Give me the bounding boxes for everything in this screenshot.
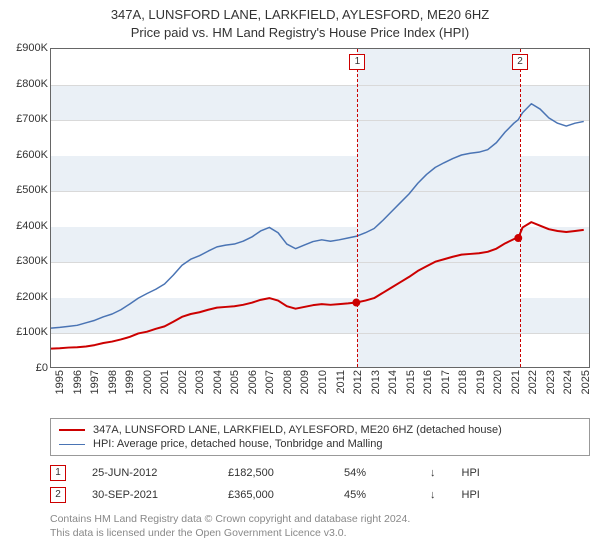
y-tick-label: £300K [16,255,48,267]
x-tick-label: 2005 [229,370,241,394]
x-tick-label: 2011 [335,370,347,394]
x-tick-label: 1996 [72,370,84,394]
footer-line-2: This data is licensed under the Open Gov… [50,526,590,540]
chart-title-block: 347A, LUNSFORD LANE, LARKFIELD, AYLESFOR… [0,0,600,42]
legend-row-hpi: HPI: Average price, detached house, Tonb… [59,437,581,451]
x-tick-label: 2022 [527,370,539,394]
chart-title-address: 347A, LUNSFORD LANE, LARKFIELD, AYLESFOR… [0,6,600,24]
x-tick-label: 2025 [580,370,592,394]
line-series-svg [51,49,589,367]
x-tick-label: 2007 [264,370,276,394]
x-tick-label: 2024 [562,370,574,394]
y-tick-label: £0 [36,362,48,374]
sale-marker-2: 2 [50,487,66,503]
plot-area [50,48,590,368]
x-tick-label: 2004 [212,370,224,394]
sale-price-2: £365,000 [228,489,318,501]
footer-line-1: Contains HM Land Registry data © Crown c… [50,512,590,526]
license-footer: Contains HM Land Registry data © Crown c… [50,512,590,540]
sale-date-1: 25-JUN-2012 [92,467,202,479]
legend-row-property: 347A, LUNSFORD LANE, LARKFIELD, AYLESFOR… [59,423,581,437]
x-tick-label: 2017 [440,370,452,394]
sale-vs-hpi-label-2: HPI [462,489,480,501]
legend-swatch-property [59,429,85,431]
y-tick-label: £600K [16,149,48,161]
down-arrow-icon [430,467,436,479]
sale-vs-hpi-label-1: HPI [462,467,480,479]
y-tick-label: £200K [16,291,48,303]
sale-marker-flag: 1 [349,54,365,70]
legend-label-hpi: HPI: Average price, detached house, Tonb… [93,438,382,450]
x-tick-label: 1997 [89,370,101,394]
legend: 347A, LUNSFORD LANE, LARKFIELD, AYLESFOR… [50,418,590,456]
x-tick-label: 2019 [475,370,487,394]
sale-pct-1: 54% [344,467,404,479]
x-tick-label: 2016 [422,370,434,394]
price-vs-hpi-chart: 347A, LUNSFORD LANE, LARKFIELD, AYLESFOR… [0,0,600,560]
x-tick-label: 2010 [317,370,329,394]
x-tick-label: 1995 [54,370,66,394]
chart-title-subtitle: Price paid vs. HM Land Registry's House … [0,24,600,42]
x-tick-label: 2009 [299,370,311,394]
sale-pct-2: 45% [344,489,404,501]
x-tick-label: 2018 [457,370,469,394]
x-tick-label: 2020 [492,370,504,394]
x-tick-label: 2023 [545,370,557,394]
y-tick-label: £400K [16,220,48,232]
x-tick-label: 2000 [142,370,154,394]
sale-datapoints-table: 1 25-JUN-2012 £182,500 54% HPI 2 30-SEP-… [50,462,590,506]
x-tick-label: 2006 [247,370,259,394]
sale-marker-flag: 2 [512,54,528,70]
sale-marker-1: 1 [50,465,66,481]
y-tick-label: £900K [16,42,48,54]
sale-date-2: 30-SEP-2021 [92,489,202,501]
x-tick-label: 2012 [352,370,364,394]
y-tick-label: £500K [16,184,48,196]
x-tick-label: 2003 [194,370,206,394]
sale-row-1: 1 25-JUN-2012 £182,500 54% HPI [50,462,590,484]
x-tick-label: 1998 [107,370,119,394]
legend-swatch-hpi [59,444,85,445]
x-tick-label: 2013 [370,370,382,394]
sale-row-2: 2 30-SEP-2021 £365,000 45% HPI [50,484,590,506]
x-tick-label: 2002 [177,370,189,394]
sale-price-1: £182,500 [228,467,318,479]
x-tick-label: 1999 [124,370,136,394]
y-tick-label: £800K [16,78,48,90]
x-tick-label: 2008 [282,370,294,394]
x-tick-label: 2015 [405,370,417,394]
x-tick-label: 2001 [159,370,171,394]
legend-label-property: 347A, LUNSFORD LANE, LARKFIELD, AYLESFOR… [93,424,502,436]
x-tick-label: 2014 [387,370,399,394]
down-arrow-icon [430,489,436,501]
x-tick-label: 2021 [510,370,522,394]
y-tick-label: £700K [16,113,48,125]
y-tick-label: £100K [16,326,48,338]
